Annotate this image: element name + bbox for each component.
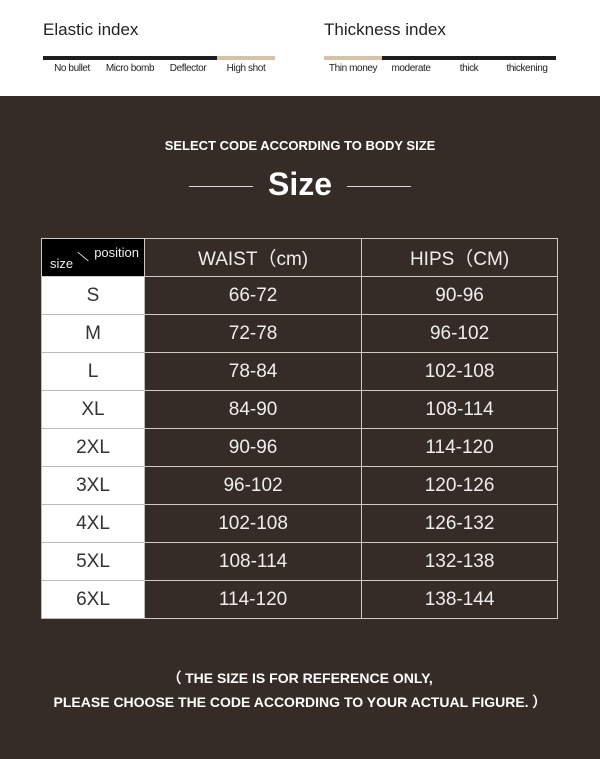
- note-line-1: （ THE SIZE IS FOR REFERENCE ONLY,: [167, 670, 433, 686]
- elastic-bar-segment: [217, 56, 275, 60]
- waist-cell: 66-72: [143, 276, 363, 315]
- hips-cell: 90-96: [361, 276, 558, 315]
- corner-header: size position: [41, 238, 145, 277]
- header-hips: HIPS（CM): [361, 238, 558, 277]
- elastic-index-bar: [43, 56, 275, 60]
- elastic-label: Deflector: [169, 63, 207, 74]
- header-waist: WAIST（cm): [143, 238, 363, 277]
- size-cell: 4XL: [41, 504, 145, 543]
- reference-note: （ THE SIZE IS FOR REFERENCE ONLY, PLEASE…: [0, 666, 600, 714]
- thickness-label: thick: [459, 63, 479, 74]
- thickness-bar-segment: [382, 56, 440, 60]
- divider-left: [189, 186, 253, 187]
- thickness-index-title: Thickness index: [324, 20, 446, 39]
- waist-cell: 108-114: [143, 542, 363, 581]
- thickness-bar-segment: [440, 56, 498, 60]
- thickness-label: Thin money: [328, 63, 378, 74]
- corner-size-label: size: [50, 256, 74, 271]
- table-row: 5XL 108-114 132-138: [41, 542, 558, 581]
- note-line-2: PLEASE CHOOSE THE CODE ACCORDING TO YOUR…: [53, 694, 547, 710]
- elastic-label: High shot: [226, 63, 266, 74]
- elastic-index: Elastic index No bullet Micro bomb Deflect…: [43, 20, 275, 74]
- thickness-bar-segment: [324, 56, 382, 60]
- waist-cell: 96-102: [143, 466, 363, 505]
- elastic-label: No bullet: [54, 63, 90, 74]
- elastic-index-title: Elastic index: [43, 20, 139, 39]
- hips-cell: 132-138: [361, 542, 558, 581]
- corner-position-label: position: [94, 245, 139, 260]
- hips-cell: 96-102: [361, 314, 558, 353]
- table-row: L 78-84 102-108: [41, 352, 558, 391]
- table-row: M 72-78 96-102: [41, 314, 558, 353]
- size-cell: 5XL: [41, 542, 145, 581]
- table-row: 6XL 114-120 138-144: [41, 580, 558, 619]
- elastic-bar-segment: [159, 56, 217, 60]
- table-row: 4XL 102-108 126-132: [41, 504, 558, 543]
- table-row: 2XL 90-96 114-120: [41, 428, 558, 467]
- hips-cell: 120-126: [361, 466, 558, 505]
- thickness-index-bar: [324, 56, 556, 60]
- size-cell: L: [41, 352, 145, 391]
- thickness-label: moderate: [391, 63, 431, 74]
- waist-cell: 78-84: [143, 352, 363, 391]
- waist-cell: 114-120: [143, 580, 363, 619]
- waist-cell: 90-96: [143, 428, 363, 467]
- elastic-label: Micro bomb: [105, 63, 155, 74]
- waist-cell: 84-90: [143, 390, 363, 429]
- thickness-index: Thickness index Thin money moderate thick t…: [324, 20, 556, 74]
- waist-cell: 102-108: [143, 504, 363, 543]
- table-row: S 66-72 90-96: [41, 276, 558, 315]
- thickness-bar-segment: [498, 56, 556, 60]
- thickness-label: thickening: [506, 63, 548, 74]
- table-row: XL 84-90 108-114: [41, 390, 558, 429]
- diagonal-divider: [77, 251, 89, 262]
- subtitle: SELECT CODE ACCORDING TO BODY SIZE: [164, 138, 436, 153]
- divider-right: [347, 186, 411, 187]
- waist-cell: 72-78: [143, 314, 363, 353]
- index-section: Elastic index No bullet Micro bomb Deflect…: [0, 0, 600, 96]
- hips-cell: 114-120: [361, 428, 558, 467]
- elastic-bar-segment: [43, 56, 101, 60]
- elastic-bar-segment: [101, 56, 159, 60]
- size-cell: S: [41, 276, 145, 315]
- hips-cell: 138-144: [361, 580, 558, 619]
- size-chart-section: SELECT CODE ACCORDING TO BODY SIZE Size …: [0, 96, 600, 759]
- table-row: 3XL 96-102 120-126: [41, 466, 558, 505]
- size-table: size position WAIST（cm) HIPS（CM) S 66-72 9…: [41, 238, 558, 619]
- hips-cell: 126-132: [361, 504, 558, 543]
- hips-cell: 102-108: [361, 352, 558, 391]
- hips-cell: 108-114: [361, 390, 558, 429]
- size-cell: 2XL: [41, 428, 145, 467]
- size-cell: 6XL: [41, 580, 145, 619]
- size-cell: M: [41, 314, 145, 353]
- size-cell: XL: [41, 390, 145, 429]
- page-title: Size: [267, 166, 333, 202]
- size-cell: 3XL: [41, 466, 145, 505]
